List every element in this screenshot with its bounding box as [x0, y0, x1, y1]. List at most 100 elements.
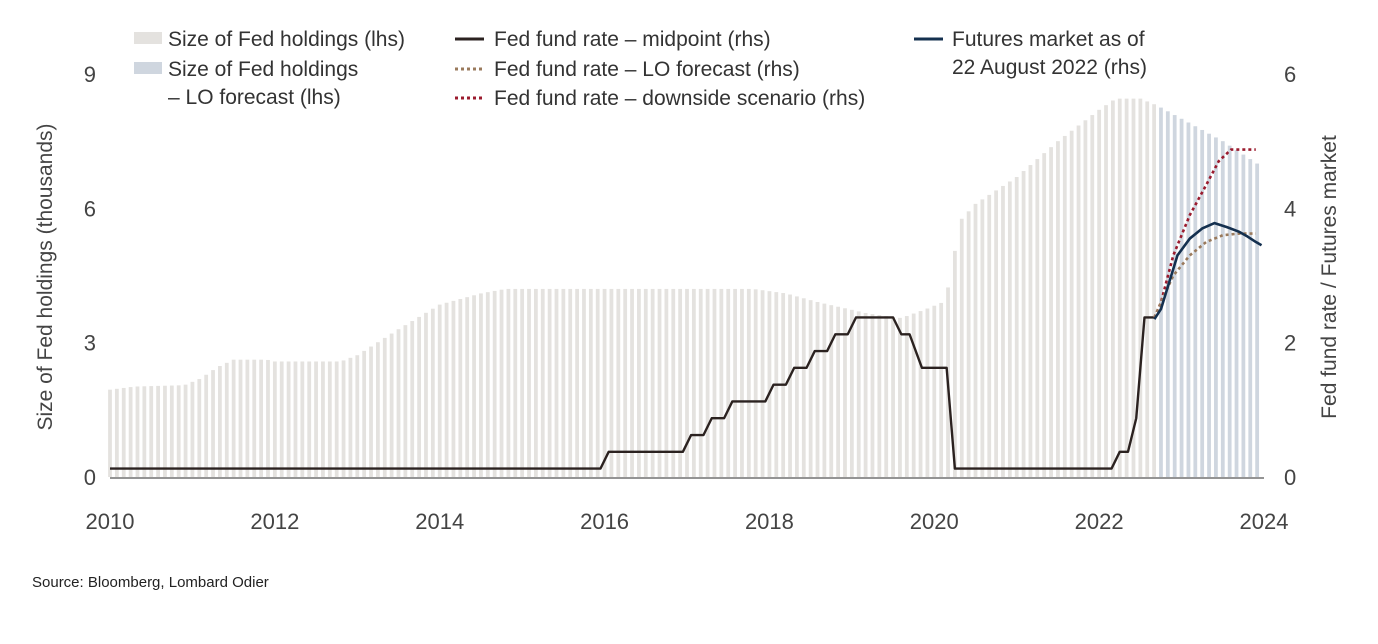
holdings-bar — [245, 359, 250, 477]
holdings-bar — [959, 218, 964, 477]
holdings-bar — [637, 288, 641, 477]
holdings-bar — [252, 359, 257, 477]
holdings-bar — [664, 288, 669, 477]
fed-funds-downside-line — [1153, 148, 1256, 318]
holdings-bar — [1152, 104, 1156, 477]
holdings-bar — [272, 361, 277, 477]
holdings-bar — [815, 301, 820, 477]
holdings-bar — [176, 385, 181, 477]
y-axis-left-title: Size of Fed holdings (thousands) — [34, 123, 57, 430]
holdings-bar — [286, 361, 291, 477]
holdings-bar — [925, 308, 930, 477]
holdings-bar — [1131, 98, 1136, 477]
holdings-bar — [561, 288, 566, 477]
holdings-bar — [218, 366, 222, 477]
holdings-bar — [465, 297, 470, 477]
holdings-bar — [410, 321, 415, 477]
holdings-bar — [1083, 120, 1088, 478]
y-tick-label-left: 3 — [84, 331, 96, 356]
holdings-forecast-bar — [1172, 115, 1177, 478]
holdings-bar — [437, 304, 442, 477]
holdings-bar — [657, 288, 662, 477]
holdings-bar — [595, 288, 600, 477]
holdings-bar — [231, 359, 236, 477]
holdings-bar — [142, 386, 147, 477]
holdings-forecast-bar — [1159, 107, 1163, 477]
holdings-bar — [396, 329, 401, 477]
y-tick-label-left: 9 — [84, 62, 96, 87]
x-tick-label: 2018 — [745, 509, 794, 534]
holdings-bar — [712, 288, 717, 477]
holdings-bar — [746, 288, 751, 477]
holdings-bar — [334, 361, 339, 477]
holdings-bar — [197, 379, 202, 477]
holdings-forecast-bar — [1179, 118, 1184, 477]
holdings-bar — [1028, 165, 1033, 478]
y-tick-label-right: 6 — [1284, 62, 1296, 87]
holdings-bar — [1056, 141, 1060, 478]
legend-lo-forecast: Fed fund rate – LO forecast (rhs) — [494, 58, 800, 81]
holdings-bar — [630, 288, 634, 477]
holdings-bar — [190, 381, 195, 477]
legend: Size of Fed holdings (lhs) Size of Fed h… — [134, 28, 1147, 110]
holdings-bar — [479, 293, 483, 477]
holdings-bar — [1076, 125, 1081, 478]
holdings-bar — [135, 386, 140, 477]
holdings-bar — [698, 288, 703, 477]
fed-funds-midpoint-line — [110, 316, 1155, 470]
holdings-forecast-bar — [1227, 145, 1232, 477]
holdings-bar — [266, 359, 270, 477]
holdings-bar — [575, 288, 579, 477]
holdings-bar — [1090, 115, 1095, 478]
legend-holdings-forecast-2: – LO forecast (lhs) — [168, 86, 341, 109]
holdings-bar — [918, 311, 923, 477]
holdings-bar — [341, 360, 346, 477]
holdings-bar — [300, 361, 305, 477]
holdings-bar — [719, 288, 724, 477]
holdings-bar — [843, 308, 847, 477]
source-note: Source: Bloomberg, Lombard Odier — [32, 574, 269, 591]
holdings-bar — [836, 306, 841, 477]
holdings-bar — [1145, 101, 1150, 478]
holdings-bar — [321, 361, 325, 477]
holdings-bar — [932, 305, 937, 477]
holdings-forecast-bar — [1193, 126, 1198, 478]
holdings-bar — [568, 288, 573, 477]
holdings-bar — [643, 288, 648, 477]
holdings-bar — [1049, 147, 1053, 477]
holdings-bar — [795, 296, 799, 477]
holdings-bar — [259, 359, 264, 477]
x-tick-label: 2024 — [1240, 509, 1289, 534]
legend-swatch-holdings — [134, 32, 162, 44]
holdings-bar — [767, 291, 772, 477]
holdings-bar — [973, 203, 978, 478]
holdings-bar — [458, 299, 463, 477]
holdings-bar — [520, 288, 525, 477]
holdings-bar — [279, 361, 284, 477]
holdings-bar — [623, 288, 628, 477]
y-tick-label-right: 2 — [1284, 331, 1296, 356]
holdings-bar — [705, 288, 710, 477]
holdings-bar — [1014, 176, 1019, 478]
holdings-bar — [1117, 98, 1122, 477]
holdings-bar — [939, 302, 944, 477]
holdings-bar — [128, 387, 133, 477]
holdings-bar — [293, 361, 298, 477]
holdings-bar — [540, 288, 545, 477]
holdings-bar — [1001, 185, 1005, 477]
y-tick-label-right: 0 — [1284, 465, 1296, 490]
holdings-bar — [801, 298, 806, 477]
holdings-bar — [678, 288, 683, 477]
holdings-bar — [472, 295, 476, 477]
holdings-bar — [355, 355, 360, 477]
holdings-bar — [1035, 159, 1040, 477]
holdings-bar — [822, 303, 827, 477]
holdings-forecast-bar — [1220, 141, 1225, 478]
x-tick-label: 2016 — [580, 509, 629, 534]
holdings-bar — [121, 387, 126, 477]
holdings-bar — [987, 194, 992, 477]
legend-futures-2: 22 August 2022 (rhs) — [952, 56, 1147, 79]
x-tick-label: 2012 — [250, 509, 299, 534]
holdings-bar — [382, 337, 387, 477]
holdings-bar — [740, 288, 744, 477]
